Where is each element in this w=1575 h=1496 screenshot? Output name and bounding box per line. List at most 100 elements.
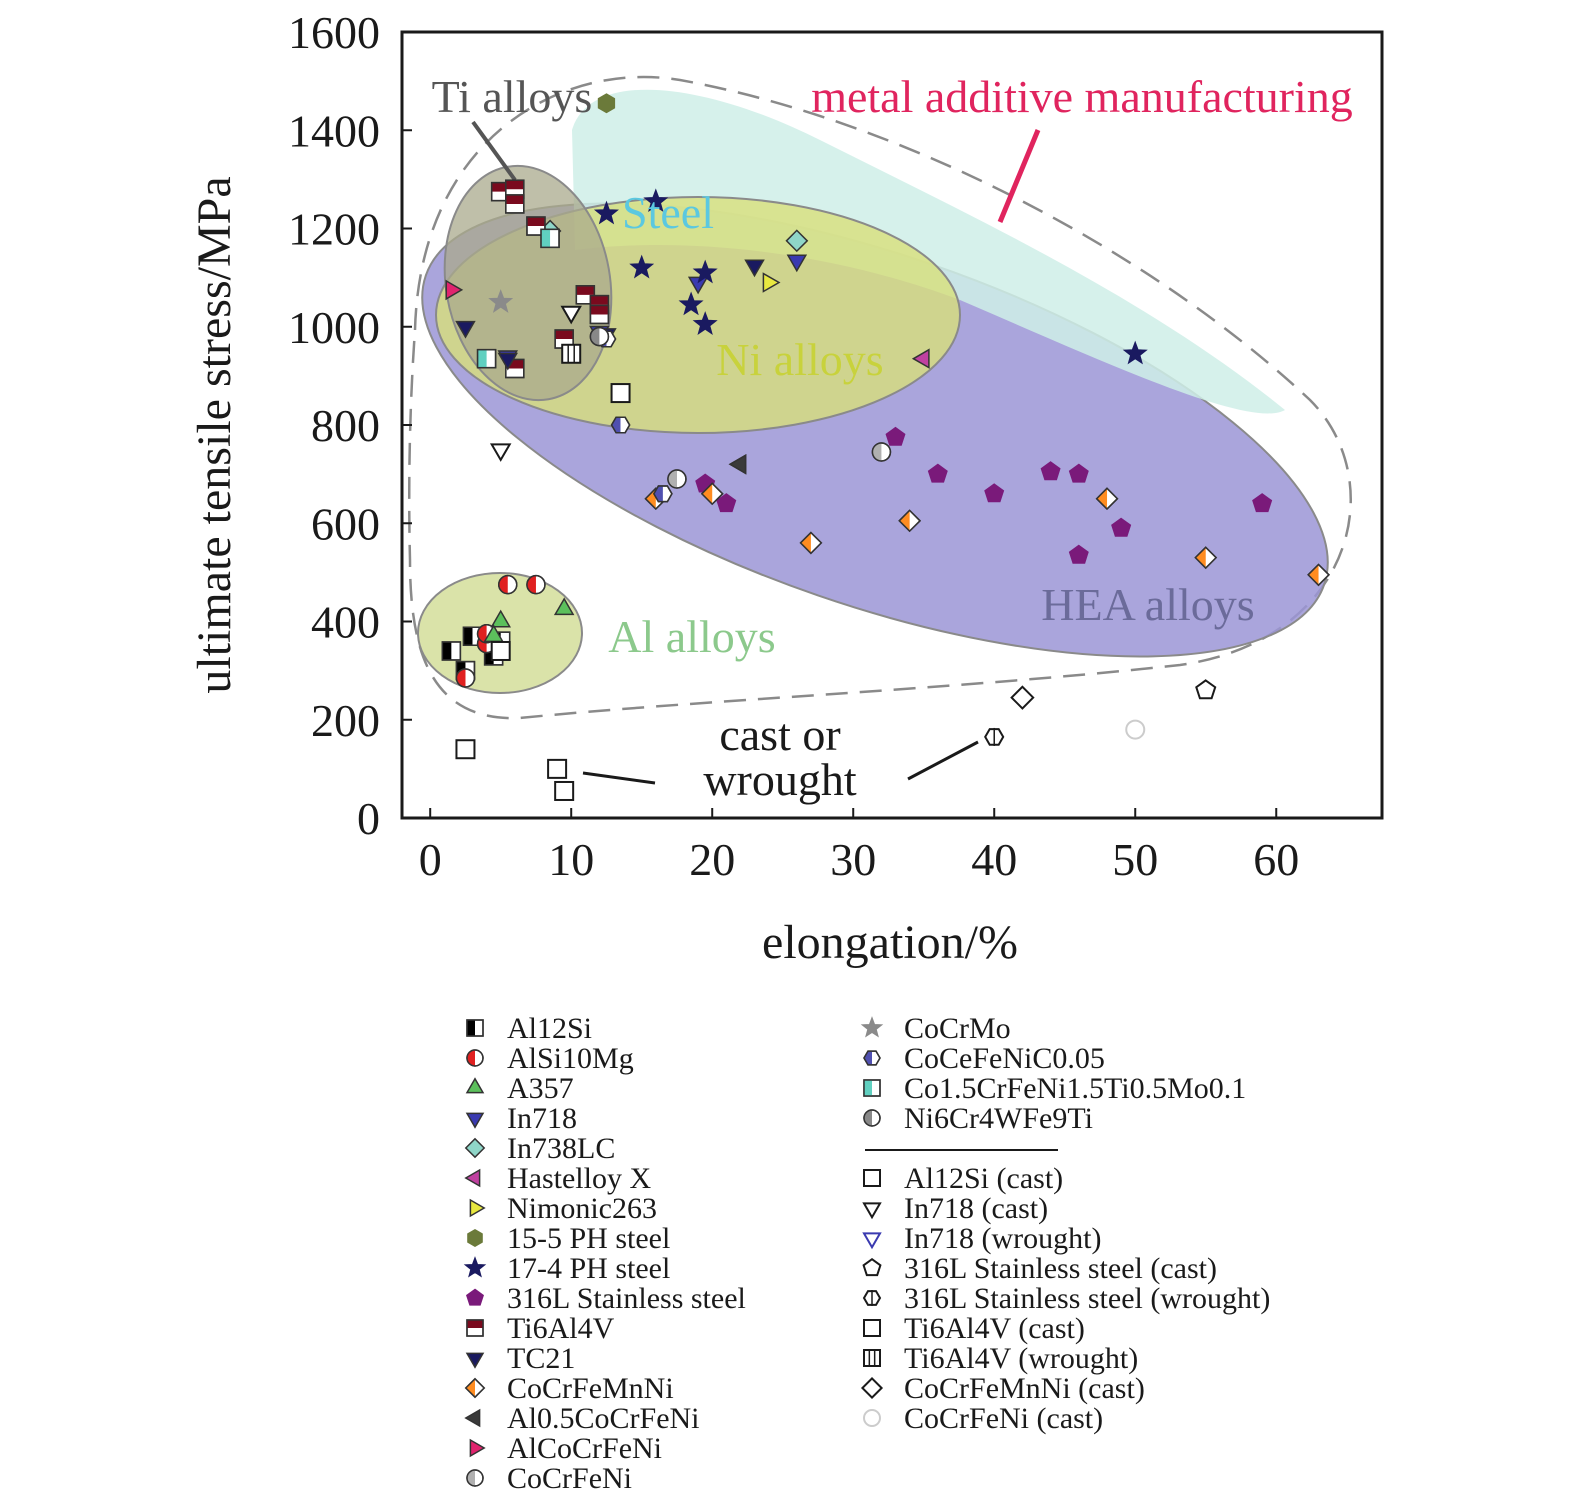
legend-marker-cocrfemnni <box>464 1377 486 1399</box>
point-in718-cast-1 <box>560 305 582 325</box>
legend-label-al12si: Al12Si <box>507 1012 592 1045</box>
point-cocrfemnni-2 <box>799 531 823 555</box>
point-316l-stainless-steel-5 <box>1111 517 1132 537</box>
point-cocrfemnni-6 <box>1307 563 1330 587</box>
legend-label-316l-stainless-steel-cast: 316L Stainless steel (cast) <box>904 1252 1217 1285</box>
legend-label-in738lc: In738LC <box>507 1132 615 1165</box>
legend-marker-17-4-ph-steel <box>463 1256 487 1278</box>
legend-marker-in718 <box>465 1112 485 1129</box>
legend-item-17-4-ph-steel: 17-4 PH steel <box>463 1252 670 1285</box>
annotation-hea-alloys: HEA alloys <box>1041 579 1254 630</box>
point-ni6cr4wfe9ti-0 <box>589 326 610 347</box>
legend-marker-in718-wrought <box>862 1232 882 1250</box>
legend-marker-ti6al4v-cast <box>863 1319 881 1337</box>
legend-marker-al12si <box>466 1019 484 1037</box>
y-tick-label-600: 600 <box>311 498 380 549</box>
legend-marker-a357 <box>465 1077 485 1094</box>
point-ti6al4v-6 <box>589 304 610 325</box>
point-316l-stainless-steel-1 <box>927 463 948 483</box>
legend-marker-al0-5cocrfeni <box>464 1408 481 1428</box>
legend-item-nimonic263: Nimonic263 <box>469 1192 657 1225</box>
legend-label-al12si-cast: Al12Si (cast) <box>904 1162 1063 1195</box>
point-al12si-cast-1 <box>547 758 568 779</box>
x-tick-label-10: 10 <box>548 834 594 885</box>
region-annotations: metal additive manufacturing Ti alloys Ste… <box>432 71 1353 805</box>
legend-marker-cocrfemnni-cast <box>860 1376 884 1400</box>
point-cocrfemnni-4 <box>1095 487 1119 511</box>
legend-marker-15-5-ph-steel <box>467 1229 483 1247</box>
point-co1-5crfeni1-5ti0-5mo0-1-0 <box>476 348 497 369</box>
legend-label-ti6al4v-cast: Ti6Al4V (cast) <box>904 1312 1085 1345</box>
point-316l-stainless-steel-2 <box>984 483 1005 503</box>
point-a357-0 <box>553 597 575 616</box>
axis-ticks: 0 10 20 30 40 50 60020040060080010001200140016… <box>288 7 1299 885</box>
legend-item-tc21: TC21 <box>465 1342 575 1375</box>
point-in718-cast-0 <box>489 443 512 462</box>
legend-item-hastelloy-x: Hastelloy X <box>464 1162 651 1195</box>
legend-item-cocrfemnni-cast: CoCrFeMnNi (cast) <box>860 1372 1145 1405</box>
legend-label-alsi10mg: AlSi10Mg <box>507 1042 634 1075</box>
x-tick-label-50: 50 <box>1112 834 1158 885</box>
point-co1-5crfeni1-5ti0-5mo0-1-1 <box>540 228 560 249</box>
legend-label-ti6al4v-wrought: Ti6Al4V (wrought) <box>904 1342 1138 1375</box>
x-tick-label-30: 30 <box>830 834 876 885</box>
legend-marker-316l-stainless-steel <box>466 1288 484 1306</box>
legend-label-cocrfemnni-cast: CoCrFeMnNi (cast) <box>904 1372 1145 1405</box>
point-17-4-ph-steel-0 <box>643 188 669 213</box>
annotation-al-alloys: Al alloys <box>608 611 775 662</box>
legend-item-in718-wrought: In718 (wrought) <box>862 1222 1101 1255</box>
point-316l-stainless-steel-7 <box>1252 493 1273 513</box>
legend-label-in718-wrought: In718 (wrought) <box>904 1222 1101 1255</box>
legend-label-cocrmo: CoCrMo <box>904 1012 1011 1045</box>
legend-item-ti6al4v-wrought: Ti6Al4V (wrought) <box>863 1342 1138 1375</box>
legend-item-ti6al4v-cast: Ti6Al4V (cast) <box>863 1312 1085 1345</box>
legend-marker-tc21 <box>465 1352 485 1369</box>
point-ti6al4v-cast-0 <box>490 640 511 661</box>
legend-label-co1-5crfeni1-5ti0-5mo0-1: Co1.5CrFeNi1.5Ti0.5Mo0.1 <box>904 1072 1246 1105</box>
legend-item-cocrfemnni: CoCrFeMnNi <box>464 1372 674 1405</box>
point-316l-stainless-steel-4 <box>1068 463 1089 483</box>
y-tick-label-1400: 1400 <box>288 105 380 156</box>
legend-label-15-5-ph-steel: 15-5 PH steel <box>507 1222 670 1255</box>
legend-label-in718: In718 <box>507 1102 577 1135</box>
point-al12si-cast-3 <box>610 383 631 404</box>
point-alsi10mg-3 <box>455 668 476 688</box>
x-tick-label-20: 20 <box>689 834 735 885</box>
point-316l-stainless-steel-wrought-0 <box>984 727 1005 746</box>
point-al12si-1 <box>462 626 483 646</box>
legend-label-a357: A357 <box>507 1072 574 1105</box>
legend-marker-ti6al4v-wrought <box>863 1349 881 1367</box>
annotation-ti-alloys: Ti alloys <box>432 71 593 122</box>
legend-marker-cocrfeni <box>466 1469 484 1487</box>
x-axis-label: elongation/% <box>762 916 1018 969</box>
point-a357-1 <box>490 609 511 628</box>
point-ti6al4v-1 <box>505 179 525 199</box>
legend-item-in718: In718 <box>465 1102 577 1135</box>
legend-item-cocrfeni: CoCrFeNi <box>466 1462 632 1495</box>
y-tick-label-1200: 1200 <box>288 204 380 255</box>
point-tc21-1 <box>497 352 518 371</box>
legend-item-316l-stainless-steel-wrought: 316L Stainless steel (wrought) <box>862 1282 1270 1315</box>
legend-item-316l-stainless-steel: 316L Stainless steel <box>466 1282 746 1315</box>
point-tc21-0 <box>455 320 476 339</box>
ti-alloys-callout <box>471 120 517 182</box>
point-17-4-ph-steel-3 <box>692 259 718 284</box>
point-in718-1 <box>786 254 808 273</box>
legend-item-al12si: Al12Si <box>466 1012 592 1045</box>
legend-item-ni6cr4wfe9ti: Ni6Cr4WFe9Ti <box>863 1102 1093 1135</box>
legend-label-316l-stainless-steel-wrought: 316L Stainless steel (wrought) <box>904 1282 1270 1315</box>
annotation-steel: Steel <box>622 187 714 238</box>
legend-label-in718-cast: In718 (cast) <box>904 1192 1048 1225</box>
legend-label-hastelloy-x: Hastelloy X <box>507 1162 651 1195</box>
point-ti6al4v-2 <box>505 194 525 214</box>
point-cocrfeni-cast-0 <box>1125 719 1146 740</box>
y-tick-label-400: 400 <box>311 597 380 648</box>
legend-item-co1-5crfeni1-5ti0-5mo0-1: Co1.5CrFeNi1.5Ti0.5Mo0.1 <box>863 1072 1246 1105</box>
point-17-4-ph-steel-4 <box>678 291 704 316</box>
legend-label-ti6al4v: Ti6Al4V <box>507 1312 615 1345</box>
legend-label-cocrfemnni: CoCrFeMnNi <box>507 1372 674 1405</box>
point-316l-stainless-steel-0 <box>885 426 906 446</box>
callout-lines <box>471 120 1041 785</box>
legend-marker-in738lc <box>464 1137 486 1159</box>
x-tick-label-0: 0 <box>419 834 442 885</box>
